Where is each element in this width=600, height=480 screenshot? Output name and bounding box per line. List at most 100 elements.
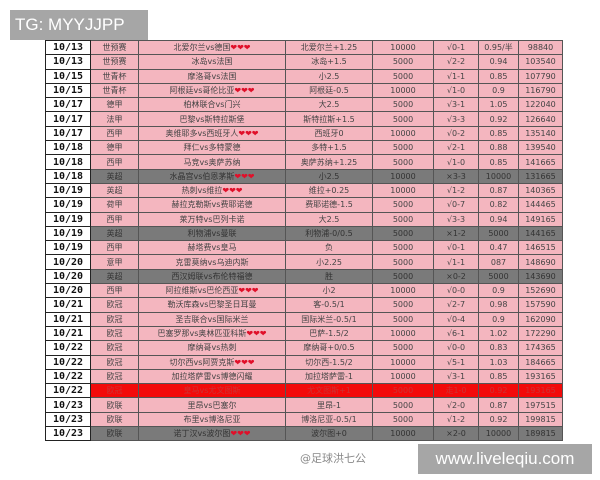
bet-cell-text: 多特+1.5 xyxy=(311,143,347,153)
result-cell-text: √1-1 xyxy=(446,71,466,81)
date-cell: 10/21 xyxy=(45,297,91,313)
odds-cell-text: 0.87 xyxy=(489,186,508,196)
league-cell-text: 德甲 xyxy=(106,143,123,153)
amount-cell-text: 5000 xyxy=(392,157,414,167)
result-cell: √1-0 xyxy=(433,82,479,99)
result-cell: √1-2 xyxy=(433,182,479,199)
result-cell-text: 走1-0 xyxy=(445,386,467,396)
date-cell-text: 10/22 xyxy=(52,356,84,368)
result-cell-text: √3-3 xyxy=(446,114,466,124)
date-cell-text: 10/17 xyxy=(52,113,84,125)
match-cell: 圣吉联合vs国际米兰 xyxy=(138,311,286,327)
league-cell-text: 世预赛 xyxy=(102,57,127,67)
result-cell: √0-0 xyxy=(433,340,479,356)
result-cell: √1-2 xyxy=(433,411,479,428)
league-cell-text: 欧联 xyxy=(106,429,123,439)
league-cell-text: 荷甲 xyxy=(106,200,123,210)
amount-cell: 5000 xyxy=(372,154,434,170)
match-cell: 赫拉克勒斯vs费耶诺德 xyxy=(138,197,286,213)
date-cell-text: 10/23 xyxy=(52,413,84,425)
league-cell-text: 欧冠 xyxy=(106,343,123,353)
result-cell: √3-1 xyxy=(433,368,479,385)
total-cell: 162090 xyxy=(518,311,563,327)
odds-cell-text: 0.85 xyxy=(489,71,508,81)
league-cell: 德甲 xyxy=(90,97,139,113)
odds-cell: 0.92 xyxy=(478,411,519,428)
bet-cell: 西班牙0 xyxy=(285,125,373,142)
odds-cell: 10000 xyxy=(478,426,519,442)
league-cell-text: 英超 xyxy=(106,186,123,196)
date-cell: 10/15 xyxy=(45,82,91,99)
result-cell-text: ×2-0 xyxy=(446,429,466,439)
match-cell-text: 水晶宫vs伯恩茅斯 xyxy=(169,171,235,181)
date-cell-text: 10/23 xyxy=(52,399,84,411)
match-cell: 利物浦vs曼联 xyxy=(138,225,286,242)
amount-cell: 5000 xyxy=(372,211,434,227)
total-cell: 148690 xyxy=(518,254,563,270)
odds-cell: 0.95/半 xyxy=(478,39,519,56)
bet-cell-text: 奥萨苏纳+1.25 xyxy=(300,157,358,167)
result-cell: √6-1 xyxy=(433,325,479,342)
league-cell-text: 欧联 xyxy=(106,414,123,424)
match-cell: 巴塞罗那vs奥林匹亚科斯❤❤❤ xyxy=(138,325,286,342)
bet-cell: 大2.5 xyxy=(285,211,373,227)
odds-cell-text: 0.94 xyxy=(489,214,508,224)
amount-cell: 5000 xyxy=(372,240,434,256)
odds-cell-text: 0.85 xyxy=(489,371,508,381)
league-cell-text: 欧联 xyxy=(106,400,123,410)
amount-cell: 5000 xyxy=(372,254,434,270)
table-row: 10/15 世青杯 阿根廷vs哥伦比亚❤❤❤ 阿根廷-0.5 10000 √1-0 0.9 1… xyxy=(45,82,563,99)
odds-cell-text: 0.92 xyxy=(489,414,508,424)
amount-cell: 5000 xyxy=(372,140,434,156)
odds-cell: 0.82 xyxy=(478,197,519,213)
result-cell: √0-1 xyxy=(433,240,479,256)
date-cell: 10/22 xyxy=(45,383,91,399)
bet-cell-text: 摩纳哥+0/0.5 xyxy=(303,343,355,353)
date-cell: 10/19 xyxy=(45,182,91,199)
odds-cell-text: 0.95/半 xyxy=(484,43,513,53)
league-cell: 欧联 xyxy=(90,397,139,413)
result-cell-text: √1-2 xyxy=(446,186,466,196)
match-cell: 热刺vs维拉❤❤❤ xyxy=(138,182,286,199)
result-cell: √0-7 xyxy=(433,197,479,213)
league-cell: 荷甲 xyxy=(90,197,139,213)
match-cell: 阿根廷vs哥伦比亚❤❤❤ xyxy=(138,82,286,99)
total-cell-text: 144465 xyxy=(525,200,556,210)
bet-cell-text: 切尔西-1.5/2 xyxy=(305,357,353,367)
hearts-icon: ❤❤❤ xyxy=(234,86,255,96)
table-row: 10/21 欧冠 圣吉联合vs国际米兰 国际米兰-0.5/1 5000 √0-4 0.9 16… xyxy=(45,311,563,327)
hearts-icon: ❤❤❤ xyxy=(230,43,251,53)
date-cell: 10/22 xyxy=(45,340,91,356)
table-row: 10/20 西甲 阿拉维斯vs巴伦西亚❤❤❤ 小2 10000 √0-0 0.9 152690 xyxy=(45,283,563,299)
amount-cell-text: 5000 xyxy=(392,386,414,396)
bet-cell-text: 博洛尼亚-0.5/1 xyxy=(301,414,357,424)
match-cell-text: 利物浦vs曼联 xyxy=(187,229,237,238)
total-cell-text: 107790 xyxy=(525,71,556,81)
amount-cell: 10000 xyxy=(372,325,434,342)
match-cell: 摩纳哥vs热刺 xyxy=(138,340,286,356)
amount-cell: 5000 xyxy=(372,97,434,113)
result-cell-text: √1-1 xyxy=(446,257,466,267)
result-cell-text: √3-3 xyxy=(446,214,466,224)
league-cell: 英超 xyxy=(90,182,139,199)
odds-cell-text: 10000 xyxy=(485,171,512,181)
league-cell: 欧冠 xyxy=(90,311,139,327)
bet-cell: 阿根廷-0.5 xyxy=(285,82,373,99)
total-cell: 197515 xyxy=(518,397,563,413)
date-cell: 10/17 xyxy=(45,97,91,113)
table-row: 10/23 欧联 诺丁汉vs波尔图❤❤❤ 波尔图+0 10000 ×2-0 10000 189… xyxy=(45,426,563,442)
amount-cell: 5000 xyxy=(372,197,434,213)
bet-cell: 里昂-1 xyxy=(285,397,373,413)
result-cell: 走1-0 xyxy=(433,383,479,399)
total-cell: 193165 xyxy=(518,383,563,399)
league-cell: 世青杯 xyxy=(90,82,139,99)
amount-cell: 10000 xyxy=(372,368,434,385)
bet-cell-text: 客-0.5/1 xyxy=(313,300,345,310)
odds-cell: 0.92 xyxy=(478,383,519,399)
match-cell: 奥维耶多vs西班牙人❤❤❤ xyxy=(138,125,286,142)
match-cell: 西汉姆联vs布伦特福德 xyxy=(138,268,286,285)
result-cell-text: ×3-3 xyxy=(446,171,466,181)
date-cell-text: 10/17 xyxy=(52,127,84,139)
league-cell-text: 欧冠 xyxy=(106,386,123,396)
amount-cell-text: 10000 xyxy=(390,43,416,53)
